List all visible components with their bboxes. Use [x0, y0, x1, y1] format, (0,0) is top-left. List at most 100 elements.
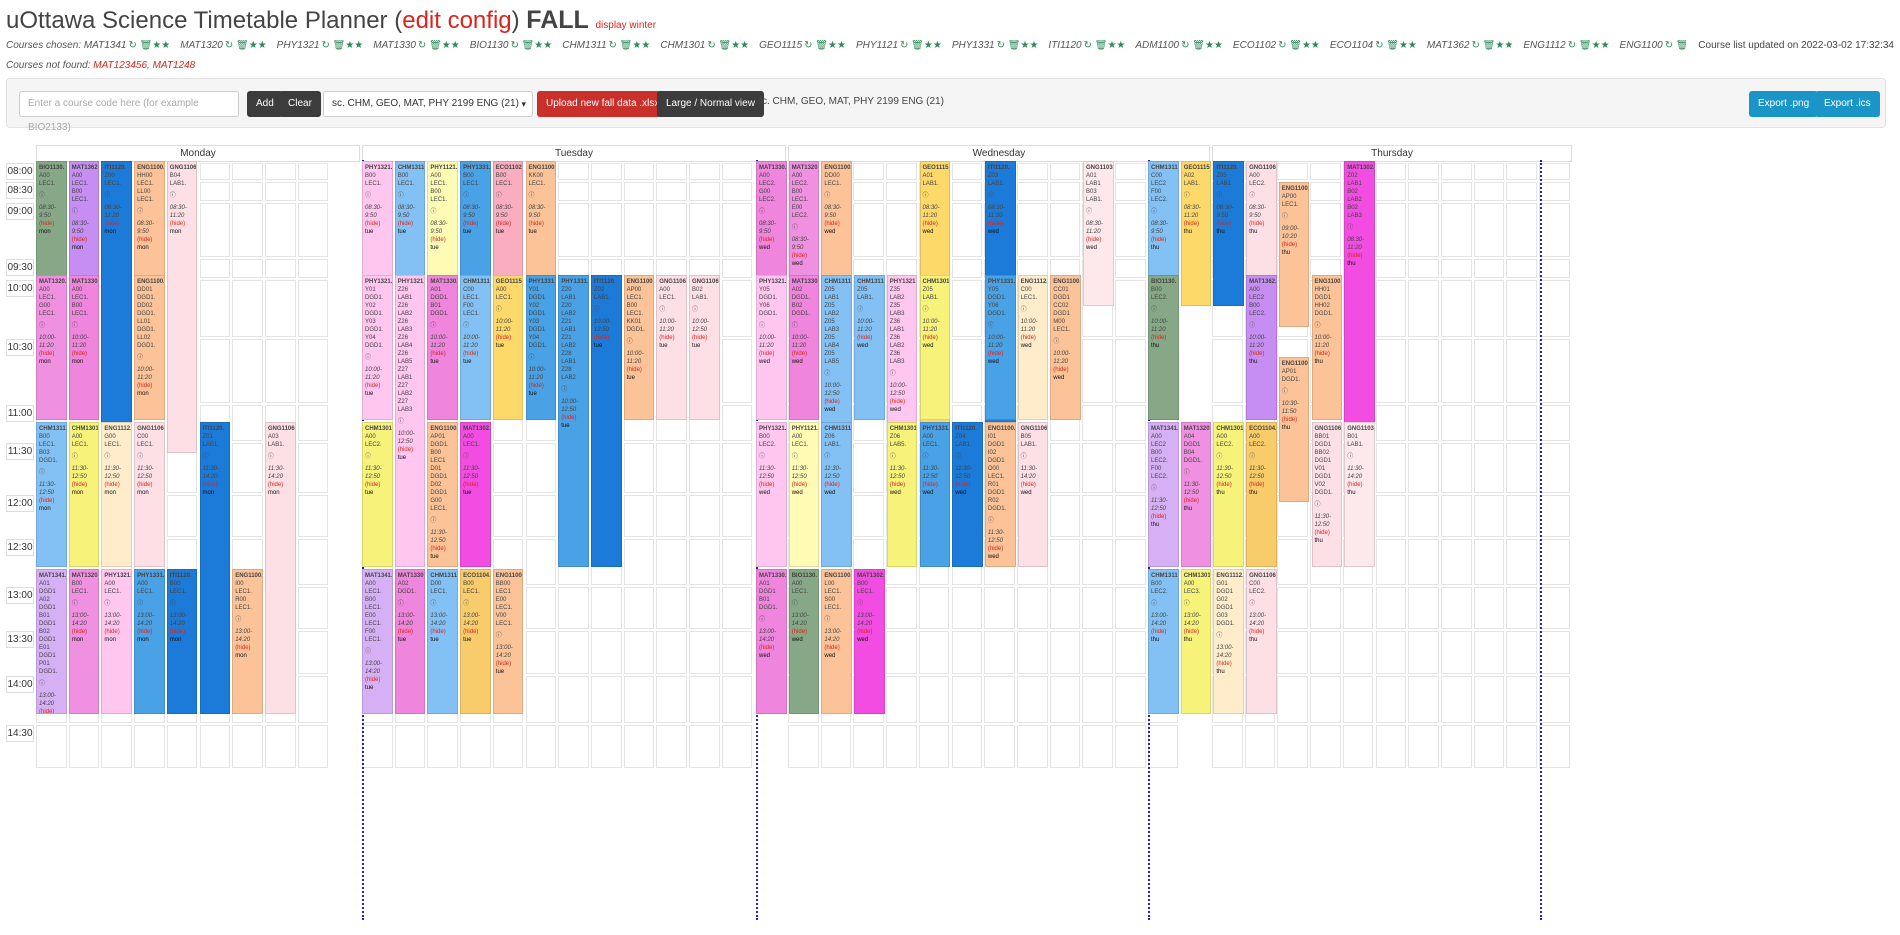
hide-link[interactable]: (hide): [857, 335, 873, 341]
info-icon[interactable]: ⓘ: [1020, 307, 1027, 313]
empty-slot[interactable]: [1473, 443, 1505, 493]
empty-slot[interactable]: [656, 676, 687, 723]
empty-slot[interactable]: [1049, 676, 1081, 723]
course-block[interactable]: ENG1100. AP01 DGD1. ⓘ 10:30-11:50 (hide) thu: [1278, 357, 1310, 502]
empty-slot[interactable]: [1375, 259, 1407, 278]
empty-slot[interactable]: [1375, 587, 1407, 629]
chosen-course[interactable]: MAT1320 ↻ 🗑★★: [180, 40, 266, 51]
empty-slot[interactable]: [264, 280, 296, 337]
empty-slot[interactable]: [297, 163, 329, 180]
empty-slot[interactable]: [1506, 495, 1537, 537]
empty-slot[interactable]: [1440, 259, 1472, 278]
info-icon[interactable]: ⓘ: [463, 601, 470, 607]
empty-slot[interactable]: [1082, 339, 1113, 403]
course-actions-icon[interactable]: ↻ 🗑★★: [321, 40, 364, 51]
empty-slot[interactable]: [1440, 495, 1472, 537]
empty-slot[interactable]: [1506, 203, 1537, 257]
course-block[interactable]: PHY1321. Y01 DGD1. Y02 DGD1. Y03 DGD1. Y0…: [362, 275, 393, 420]
course-block[interactable]: ENG1100. BB00 LEC1 E00 LEC1. V00 LEC1. ⓘ 13…: [492, 569, 524, 714]
course-block[interactable]: CHM1311. Z05 LAB1. ⓘ 10:00-11:20 (hide) wed: [854, 275, 885, 420]
course-block[interactable]: PHY1321. Y05 DGD1. Y06 DGD1. ⓘ 10:00-11:20 (…: [756, 275, 787, 420]
info-icon[interactable]: ⓘ: [692, 307, 699, 313]
empty-slot[interactable]: [951, 631, 983, 674]
chosen-course[interactable]: ADM1100 ↻ 🗑★★: [1135, 40, 1223, 51]
empty-slot[interactable]: [1082, 631, 1113, 674]
info-icon[interactable]: ⓘ: [39, 323, 46, 329]
empty-slot[interactable]: [1408, 259, 1439, 278]
hide-link[interactable]: (hide): [889, 482, 906, 488]
empty-slot[interactable]: [1473, 539, 1505, 585]
empty-slot[interactable]: [1539, 631, 1570, 674]
info-icon[interactable]: ⓘ: [528, 193, 535, 199]
empty-slot[interactable]: [1049, 631, 1081, 674]
course-block[interactable]: GNG1106. C00 LEC1. ⓘ 11:30-12:50 (hide) mon: [134, 422, 165, 567]
empty-slot[interactable]: [656, 631, 687, 674]
empty-slot[interactable]: [297, 587, 329, 629]
info-icon[interactable]: ⓘ: [463, 193, 470, 199]
empty-slot[interactable]: [689, 443, 720, 493]
empty-slot[interactable]: [297, 676, 329, 723]
empty-slot[interactable]: [721, 182, 753, 201]
hide-link[interactable]: (hide): [1347, 482, 1363, 488]
hide-link[interactable]: (hide): [495, 221, 512, 227]
empty-slot[interactable]: [623, 539, 655, 585]
empty-slot[interactable]: [362, 725, 393, 768]
empty-slot[interactable]: [656, 443, 687, 493]
chosen-course[interactable]: ECO1102 ↻ 🗑★★: [1233, 40, 1320, 51]
empty-slot[interactable]: [590, 203, 622, 257]
info-icon[interactable]: ⓘ: [169, 601, 176, 607]
course-block[interactable]: ECO1104. B00 LEC1. ⓘ 13:00-14:20 (hide) tue: [460, 569, 491, 714]
hide-link[interactable]: (hide): [1151, 335, 1167, 341]
empty-slot[interactable]: [1310, 631, 1341, 674]
empty-slot[interactable]: [492, 443, 524, 493]
empty-slot[interactable]: [1375, 203, 1407, 257]
empty-slot[interactable]: [297, 280, 329, 337]
empty-slot[interactable]: [656, 495, 687, 537]
empty-slot[interactable]: [853, 495, 885, 537]
info-icon[interactable]: ⓘ: [1053, 339, 1060, 345]
empty-slot[interactable]: [1016, 182, 1048, 201]
course-block[interactable]: MAT1330. A02 DGD1. B02 DGD1. ⓘ 10:00-11:20 (…: [788, 275, 820, 420]
info-icon[interactable]: ⓘ: [39, 470, 46, 476]
info-icon[interactable]: ⓘ: [71, 454, 78, 460]
empty-slot[interactable]: [1440, 339, 1472, 403]
course-actions-icon[interactable]: ↻ 🗑★★: [804, 40, 846, 51]
empty-slot[interactable]: [232, 259, 263, 278]
info-icon[interactable]: ⓘ: [824, 454, 831, 460]
empty-slot[interactable]: [951, 203, 983, 257]
info-icon[interactable]: ⓘ: [1183, 193, 1190, 199]
empty-slot[interactable]: [623, 203, 655, 257]
hide-link[interactable]: (hide): [955, 482, 971, 488]
empty-slot[interactable]: [656, 163, 687, 180]
empty-slot[interactable]: [427, 725, 459, 768]
hide-link[interactable]: (hide): [1151, 514, 1167, 520]
empty-slot[interactable]: [1277, 495, 1309, 537]
course-block[interactable]: CHM1311. C00 LEC1. F00 LEC1. ⓘ 10:00-11:20 (…: [460, 275, 491, 420]
hide-link[interactable]: (hide): [202, 482, 218, 488]
empty-slot[interactable]: [525, 725, 557, 768]
course-block[interactable]: PHY1331. A00 LEC1. ⓘ 13:00-14:20 (hide) mon: [134, 569, 165, 714]
info-icon[interactable]: ⓘ: [759, 209, 766, 215]
empty-slot[interactable]: [656, 203, 687, 257]
empty-slot[interactable]: [1277, 631, 1309, 674]
info-icon[interactable]: ⓘ: [922, 454, 929, 460]
info-icon[interactable]: ⓘ: [1151, 601, 1158, 607]
hide-link[interactable]: (hide): [824, 399, 840, 405]
empty-slot[interactable]: [689, 163, 720, 180]
course-block[interactable]: ENG1100. L00 LEC1. S00 LEC1. ⓘ 13:00-14:20 (…: [821, 569, 853, 714]
empty-slot[interactable]: [1115, 203, 1146, 257]
course-block[interactable]: MAT1302. B00 LEC1. ⓘ 13:00-14:20 (hide) wed: [854, 569, 885, 714]
empty-slot[interactable]: [721, 631, 753, 674]
info-icon[interactable]: ⓘ: [365, 193, 372, 199]
course-actions-icon[interactable]: ↻ 🗑★★: [1664, 40, 1686, 51]
course-block[interactable]: GNG1103. B01 LAB1. ⓘ 11:30-14:20 (hide) thu: [1344, 422, 1375, 567]
info-icon[interactable]: ⓘ: [857, 601, 864, 607]
empty-slot[interactable]: [623, 163, 655, 180]
empty-slot[interactable]: [853, 163, 885, 180]
course-actions-icon[interactable]: ↻ 🗑★★: [417, 40, 460, 51]
course-block[interactable]: GEO1115. A00 LEC1. ⓘ 10:00-11:20 (hide) tue: [492, 275, 524, 420]
info-icon[interactable]: ⓘ: [824, 193, 831, 199]
export-png-button[interactable]: Export .png: [1749, 91, 1819, 117]
empty-slot[interactable]: [199, 280, 231, 337]
empty-slot[interactable]: [1408, 631, 1439, 674]
